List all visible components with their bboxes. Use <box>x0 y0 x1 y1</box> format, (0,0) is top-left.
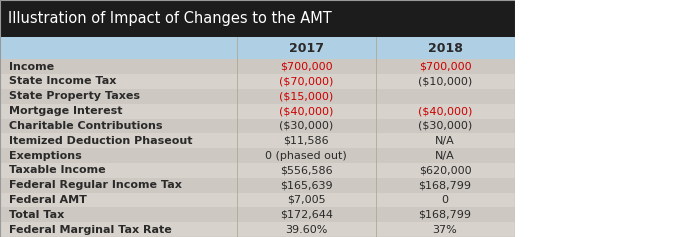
Text: $620,000: $620,000 <box>419 165 471 175</box>
Text: 2017: 2017 <box>288 42 323 55</box>
Bar <box>0 163 514 178</box>
Text: ($70,000): ($70,000) <box>279 77 333 87</box>
Text: $168,799: $168,799 <box>419 210 472 220</box>
Bar <box>0 148 514 163</box>
Text: Charitable Contributions: Charitable Contributions <box>9 121 162 131</box>
Text: ($30,000): ($30,000) <box>418 121 472 131</box>
Text: $172,644: $172,644 <box>279 210 332 220</box>
Text: $700,000: $700,000 <box>280 62 332 72</box>
Bar <box>0 192 514 207</box>
Text: Federal AMT: Federal AMT <box>9 195 87 205</box>
Text: $165,639: $165,639 <box>280 180 332 190</box>
Text: ($15,000): ($15,000) <box>279 91 333 101</box>
Text: 37%: 37% <box>433 225 457 235</box>
Text: ($40,000): ($40,000) <box>418 106 472 116</box>
Text: 2018: 2018 <box>428 42 463 55</box>
Text: Federal Marginal Tax Rate: Federal Marginal Tax Rate <box>9 225 172 235</box>
Bar <box>514 0 700 237</box>
Text: Exemptions: Exemptions <box>9 150 82 160</box>
Bar <box>0 37 514 59</box>
Bar <box>0 89 514 104</box>
Bar <box>0 59 514 74</box>
Bar <box>0 222 514 237</box>
Text: Federal Regular Income Tax: Federal Regular Income Tax <box>9 180 182 190</box>
Text: 0 (phased out): 0 (phased out) <box>265 150 347 160</box>
Bar <box>0 74 514 89</box>
Bar <box>0 104 514 118</box>
Bar <box>0 207 514 222</box>
Text: ($40,000): ($40,000) <box>279 106 333 116</box>
Text: ($10,000): ($10,000) <box>418 77 472 87</box>
Text: $11,586: $11,586 <box>284 136 329 146</box>
Text: Total Tax: Total Tax <box>9 210 64 220</box>
Text: Illustration of Impact of Changes to the AMT: Illustration of Impact of Changes to the… <box>8 11 332 26</box>
Bar <box>0 0 514 237</box>
Text: Itemized Deduction Phaseout: Itemized Deduction Phaseout <box>9 136 192 146</box>
Text: Taxable Income: Taxable Income <box>9 165 106 175</box>
Bar <box>0 133 514 148</box>
Text: N/A: N/A <box>435 150 455 160</box>
Bar <box>0 178 514 192</box>
Text: 0: 0 <box>442 195 449 205</box>
Text: 39.60%: 39.60% <box>285 225 328 235</box>
Text: N/A: N/A <box>435 136 455 146</box>
Text: $7,005: $7,005 <box>287 195 326 205</box>
Text: ($30,000): ($30,000) <box>279 121 333 131</box>
Text: Income: Income <box>9 62 54 72</box>
Text: $700,000: $700,000 <box>419 62 471 72</box>
Bar <box>0 118 514 133</box>
Text: State Property Taxes: State Property Taxes <box>9 91 140 101</box>
Bar <box>0 0 514 37</box>
Text: $556,586: $556,586 <box>280 165 332 175</box>
Text: State Income Tax: State Income Tax <box>9 77 116 87</box>
Text: Mortgage Interest: Mortgage Interest <box>9 106 122 116</box>
Text: $168,799: $168,799 <box>419 180 472 190</box>
